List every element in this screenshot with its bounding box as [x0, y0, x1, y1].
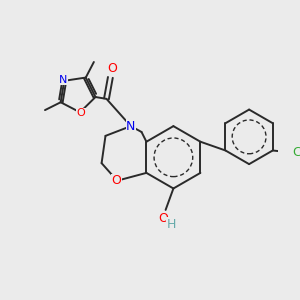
Text: N: N: [126, 120, 136, 133]
Text: O: O: [111, 174, 121, 187]
Text: N: N: [59, 75, 68, 85]
Text: O: O: [159, 212, 169, 225]
Text: O: O: [107, 62, 117, 75]
Text: Cl: Cl: [292, 146, 300, 159]
Text: H: H: [167, 218, 176, 231]
Text: O: O: [76, 108, 85, 118]
